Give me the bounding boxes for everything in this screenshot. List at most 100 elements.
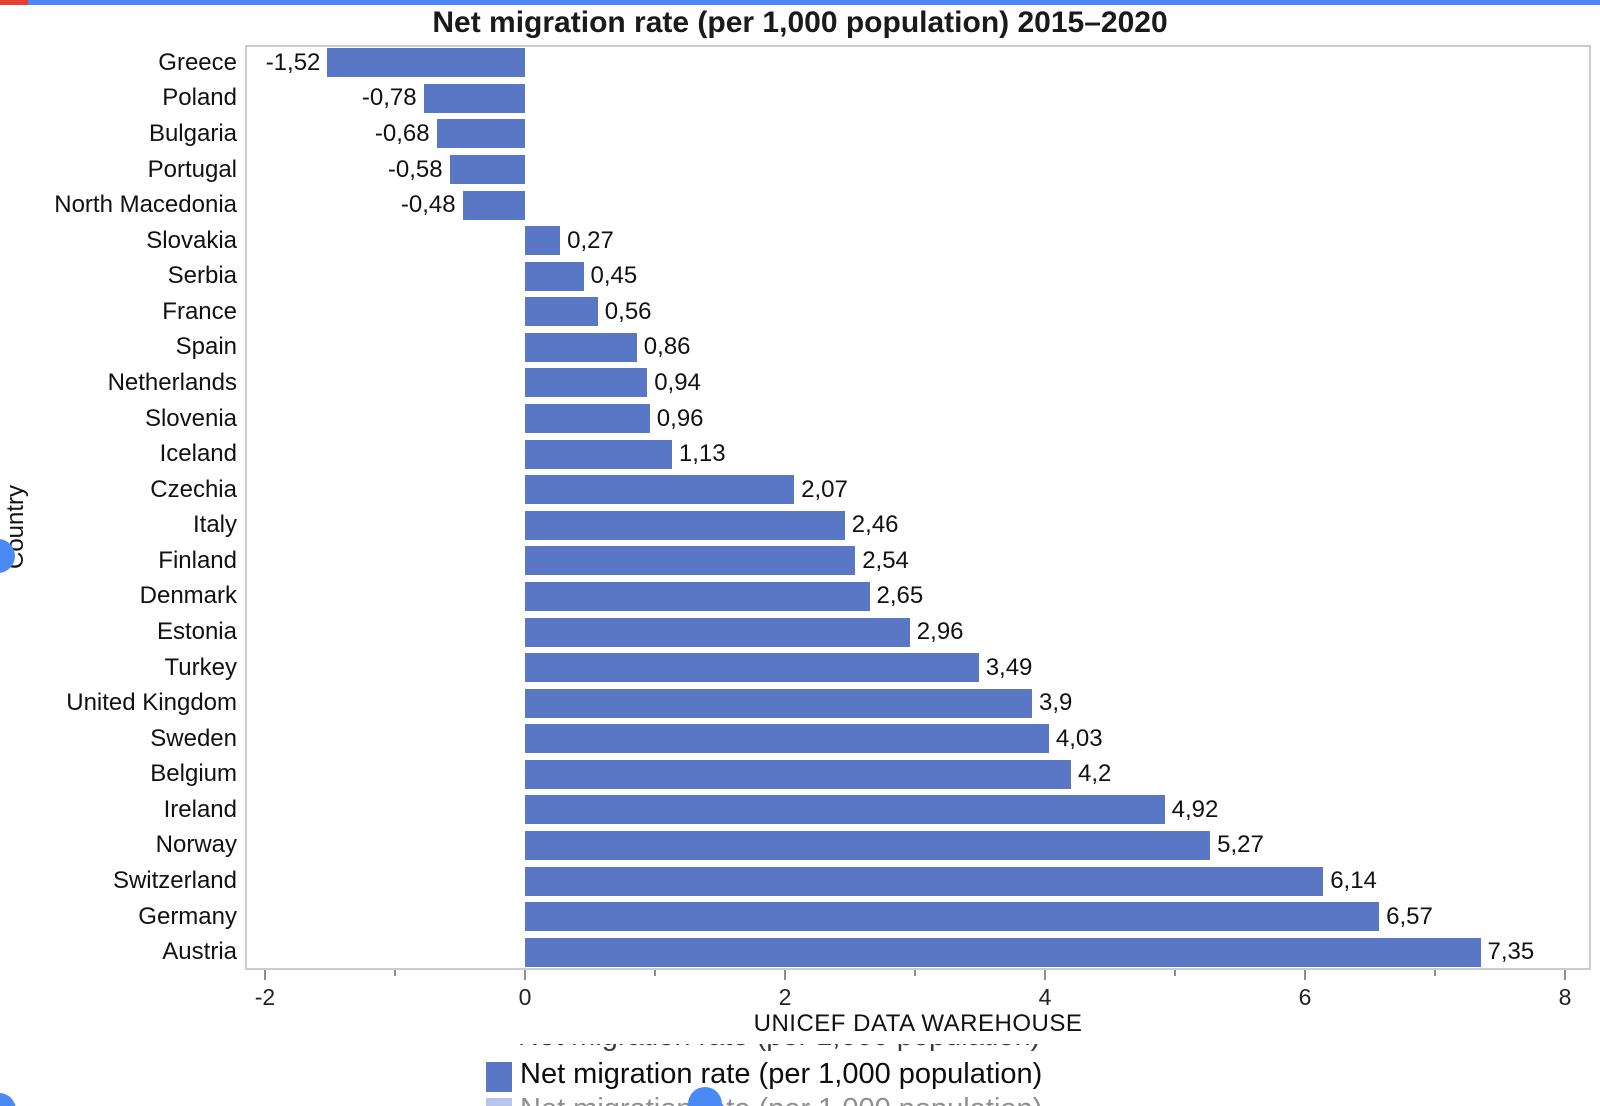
value-label: 6,57	[1386, 902, 1433, 930]
country-label: Slovakia	[146, 226, 237, 254]
bar[interactable]	[423, 83, 525, 113]
bar[interactable]	[327, 48, 525, 78]
country-label: Estonia	[156, 618, 237, 646]
value-label: 2,96	[916, 618, 964, 646]
bar[interactable]	[525, 261, 584, 291]
country-label: Slovenia	[144, 404, 237, 432]
value-label: 3,49	[985, 653, 1033, 681]
bar[interactable]	[525, 866, 1324, 896]
bar[interactable]	[525, 688, 1032, 718]
value-label: -0,58	[387, 155, 443, 183]
bar[interactable]	[525, 510, 845, 540]
country-label: Ireland	[163, 795, 237, 823]
value-label: 0,56	[604, 297, 652, 325]
country-label: Germany	[138, 902, 237, 930]
country-label: United Kingdom	[66, 689, 237, 717]
bar[interactable]	[525, 404, 650, 434]
country-label: Iceland	[159, 440, 237, 468]
value-label: 2,46	[851, 511, 899, 539]
source-label: UNICEF DATA WAREHOUSE	[753, 1010, 1083, 1037]
value-label: 5,27	[1217, 831, 1264, 859]
bar[interactable]	[525, 830, 1211, 860]
legend-label[interactable]: Net migration rate (per 1,000 population…	[520, 1058, 1043, 1090]
country-label: Switzerland	[112, 867, 237, 895]
bar[interactable]	[525, 546, 856, 576]
bar[interactable]	[525, 795, 1165, 825]
bar[interactable]	[462, 190, 525, 220]
country-label: Italy	[192, 511, 237, 539]
bar[interactable]	[449, 155, 525, 185]
value-label: -0,48	[400, 191, 456, 219]
value-label: 2,65	[876, 582, 924, 610]
value-label: -1,52	[265, 48, 321, 76]
country-label: Norway	[155, 831, 237, 859]
bar[interactable]	[525, 475, 795, 505]
country-label: Austria	[162, 938, 237, 966]
x-tick-label: 6	[1298, 984, 1312, 1010]
country-label: Portugal	[147, 155, 237, 183]
chart-title: Net migration rate (per 1,000 population…	[432, 6, 1168, 39]
value-label: 2,54	[862, 546, 909, 574]
value-label: 0,94	[654, 368, 701, 396]
country-label: Czechia	[150, 475, 237, 503]
x-tick-mark	[1044, 970, 1046, 980]
value-label: 1,13	[678, 440, 726, 468]
x-minor-tick-mark	[914, 970, 916, 976]
x-tick-mark	[1564, 970, 1566, 980]
value-label: 2,07	[801, 475, 848, 503]
country-label: Bulgaria	[148, 119, 237, 147]
country-label: Finland	[158, 546, 237, 574]
annotation-dot-bottom[interactable]	[688, 1087, 722, 1106]
x-tick-label: 4	[1038, 984, 1052, 1010]
bar[interactable]	[525, 724, 1049, 754]
bar[interactable]	[525, 439, 672, 469]
annotation-dot-bottom-left[interactable]	[0, 1093, 16, 1106]
bar[interactable]	[436, 119, 525, 149]
value-label: -0,68	[374, 119, 430, 147]
top-progress-bar[interactable]	[0, 0, 1600, 5]
bar[interactable]	[525, 581, 870, 611]
x-minor-tick-mark	[1174, 970, 1176, 976]
x-tick-label: -2	[254, 984, 276, 1010]
country-label: Poland	[162, 84, 237, 112]
country-label: Serbia	[167, 262, 237, 290]
annotation-dot-left[interactable]	[0, 539, 15, 573]
value-label: -0,78	[361, 84, 417, 112]
x-tick-mark	[1304, 970, 1306, 980]
value-label: 4,92	[1171, 795, 1219, 823]
value-label: 0,45	[590, 262, 638, 290]
value-label: 3,9	[1039, 689, 1073, 717]
x-minor-tick-mark	[394, 970, 396, 976]
value-label: 4,2	[1078, 760, 1112, 788]
value-label: 6,14	[1330, 867, 1377, 895]
bar[interactable]	[525, 368, 648, 398]
country-label: North Macedonia	[54, 191, 237, 219]
country-label: Belgium	[150, 760, 237, 788]
bar[interactable]	[525, 759, 1071, 789]
bar[interactable]	[525, 332, 637, 362]
country-label: France	[162, 297, 237, 325]
bar[interactable]	[525, 617, 910, 647]
x-minor-tick-mark	[654, 970, 656, 976]
bar[interactable]	[525, 297, 598, 327]
clipped-bottom-legend-swatch	[486, 1098, 512, 1106]
bar[interactable]	[525, 653, 979, 683]
x-minor-tick-mark	[1434, 970, 1436, 976]
value-label: 4,03	[1055, 724, 1103, 752]
country-label: Denmark	[139, 582, 237, 610]
value-label: 0,96	[656, 404, 704, 432]
bar[interactable]	[525, 902, 1380, 932]
bar[interactable]	[525, 937, 1481, 967]
bar[interactable]	[525, 226, 561, 256]
country-label: Netherlands	[107, 368, 237, 396]
country-label: Turkey	[164, 653, 237, 681]
value-label: 0,86	[643, 333, 691, 361]
country-label: Spain	[175, 333, 237, 361]
legend-swatch[interactable]	[486, 1062, 512, 1092]
value-label: 7,35	[1487, 938, 1535, 966]
value-label: 0,27	[567, 226, 614, 254]
clipped-bottom-legend-label: Net migration rate (per 1,000 population…	[520, 1093, 1042, 1106]
country-label: Sweden	[150, 724, 237, 752]
x-tick-mark	[784, 970, 786, 980]
